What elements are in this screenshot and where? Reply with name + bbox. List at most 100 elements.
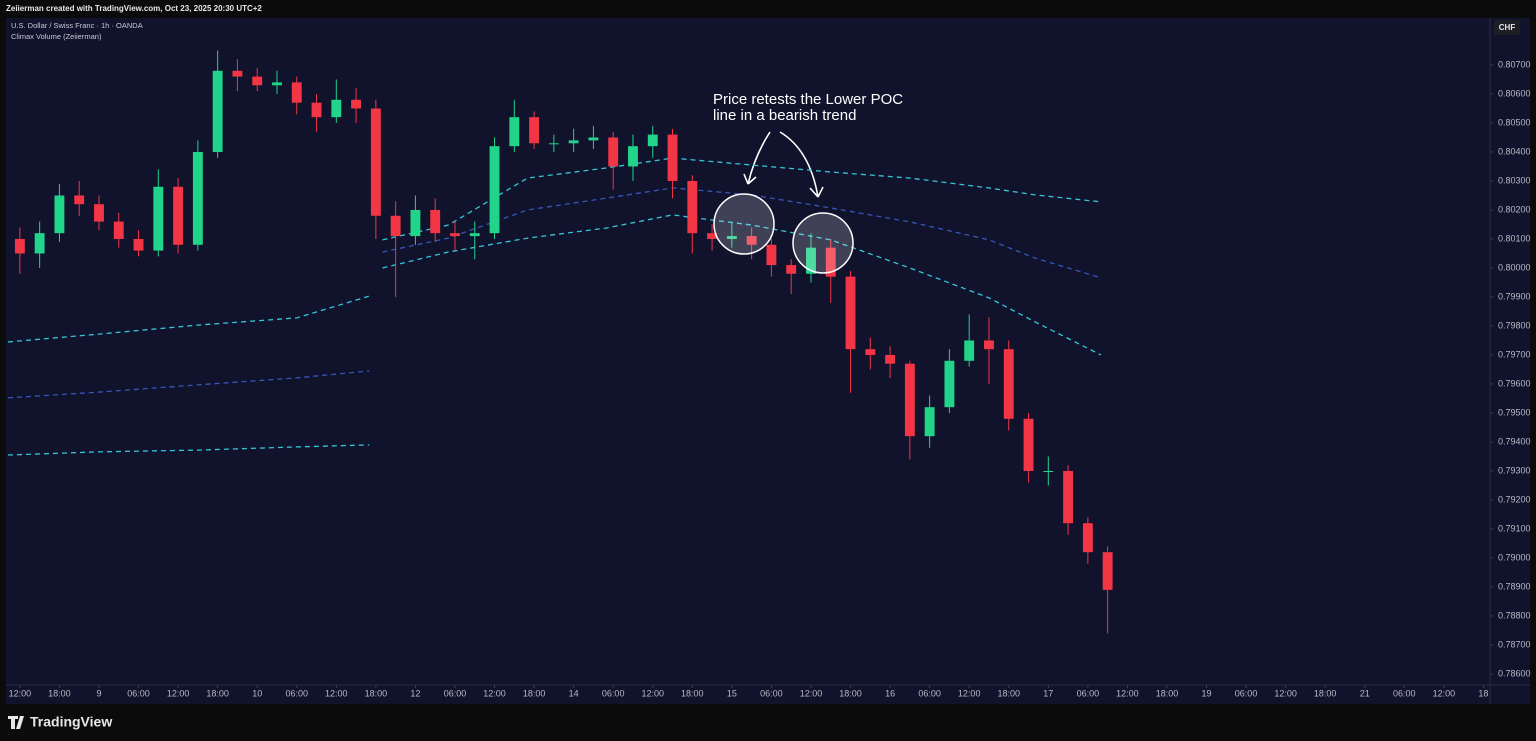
candle-body: [311, 102, 322, 118]
candle-body: [904, 363, 915, 437]
band-line: [382, 157, 1102, 241]
x-tick-label: 18:00: [365, 688, 388, 698]
band-line: [7, 295, 370, 343]
x-tick-label: 10: [252, 688, 262, 698]
x-tick-label: 12:00: [1116, 688, 1139, 698]
x-tick-label: 06:00: [918, 688, 941, 698]
x-tick-label: 06:00: [444, 688, 467, 698]
candle-body: [825, 247, 836, 277]
y-tick-label: 0.78600: [1498, 668, 1531, 678]
annotation-line: line in a bearish trend: [713, 107, 856, 124]
candle-body: [133, 238, 144, 251]
y-tick-label: 0.79000: [1498, 552, 1531, 562]
candle-body: [1082, 523, 1093, 553]
brand-logo: [8, 716, 24, 729]
candle-body: [924, 407, 935, 437]
candle-body: [232, 70, 243, 77]
candle-body: [984, 340, 994, 350]
x-tick-label: 18:00: [1156, 688, 1179, 698]
y-tick-label: 0.79300: [1498, 465, 1531, 475]
candle-body: [588, 137, 599, 141]
candle-body: [34, 233, 45, 254]
candle-body: [331, 99, 342, 118]
band-line: [7, 444, 370, 456]
y-tick-label: 0.80000: [1498, 262, 1531, 272]
x-tick-label: 06:00: [127, 688, 150, 698]
plot-background: [6, 18, 1530, 704]
y-tick-label: 0.80700: [1498, 59, 1531, 69]
y-tick-label: 0.78800: [1498, 610, 1531, 620]
currency-label: CHF: [1499, 23, 1516, 32]
x-tick-label: 19: [1202, 688, 1212, 698]
candle-body: [568, 140, 579, 144]
candle-body: [1102, 552, 1113, 590]
x-tick-label: 12: [410, 688, 420, 698]
x-tick-label: 21: [1360, 688, 1370, 698]
candle-body: [885, 354, 896, 364]
highlight-circle: [792, 212, 854, 274]
y-tick-label: 0.79700: [1498, 349, 1531, 359]
highlight-circle: [713, 193, 775, 255]
y-tick-label: 0.78900: [1498, 581, 1531, 591]
y-tick-label: 0.79900: [1498, 291, 1531, 301]
candle-body: [291, 82, 302, 103]
y-tick-label: 0.80200: [1498, 204, 1531, 214]
x-tick-label: 18:00: [523, 688, 546, 698]
candle-body: [766, 244, 777, 266]
band-line: [382, 214, 1102, 356]
candle-body: [450, 233, 460, 237]
candle-body: [113, 221, 124, 239]
candle-body: [252, 76, 263, 86]
candle-body: [173, 186, 184, 245]
y-tick-label: 0.79200: [1498, 494, 1531, 504]
y-tick-label: 0.79500: [1498, 407, 1531, 417]
candle-body: [628, 146, 638, 167]
x-tick-label: 18:00: [206, 688, 229, 698]
x-tick-label: 12:00: [167, 688, 190, 698]
candle-body: [726, 236, 737, 239]
candle-body: [746, 236, 757, 245]
x-tick-label: 12:00: [958, 688, 981, 698]
y-tick-label: 0.78700: [1498, 639, 1531, 649]
x-tick-label: 06:00: [760, 688, 783, 698]
candle-body: [865, 349, 876, 355]
candle-body: [1063, 470, 1074, 524]
candle-body: [845, 276, 856, 350]
x-tick-label: 12:00: [1274, 688, 1297, 698]
candle-body: [944, 360, 955, 408]
x-tick-label: 15: [727, 688, 737, 698]
y-tick-label: 0.79100: [1498, 523, 1531, 533]
currency-badge: [1494, 20, 1520, 35]
candle-body: [430, 209, 441, 234]
candle-body: [806, 247, 816, 274]
annotation-arrow: [743, 131, 771, 185]
x-tick-label: 06:00: [1077, 688, 1100, 698]
candle-body: [370, 108, 381, 216]
x-tick-label: 18:00: [839, 688, 862, 698]
candle-body: [469, 233, 480, 237]
candle-body: [608, 137, 619, 167]
x-tick-label: 18: [1478, 688, 1488, 698]
candle-body: [647, 134, 658, 147]
candle-body: [14, 238, 25, 254]
highlight-group: [713, 193, 854, 274]
candle-body: [548, 143, 559, 145]
y-tick-label: 0.80300: [1498, 175, 1531, 185]
annotation-group: Price retests the Lower POC line in a be…: [713, 91, 903, 198]
candle-body: [1003, 349, 1014, 419]
annotation-arrow: [779, 131, 824, 198]
candle-body: [707, 233, 718, 239]
candle-body: [1023, 418, 1034, 471]
candle-body: [529, 117, 540, 144]
candle-body: [212, 70, 223, 152]
x-tick-label: 18:00: [997, 688, 1020, 698]
candle-body: [272, 82, 282, 86]
x-tick-label: 12:00: [483, 688, 506, 698]
candle-body: [509, 117, 520, 147]
x-tick-label: 9: [96, 688, 101, 698]
y-tick-label: 0.79800: [1498, 320, 1531, 330]
credit: Zeiierman created with TradingView.com, …: [6, 4, 262, 13]
x-tick-label: 12:00: [9, 688, 32, 698]
candle-body: [489, 146, 500, 234]
